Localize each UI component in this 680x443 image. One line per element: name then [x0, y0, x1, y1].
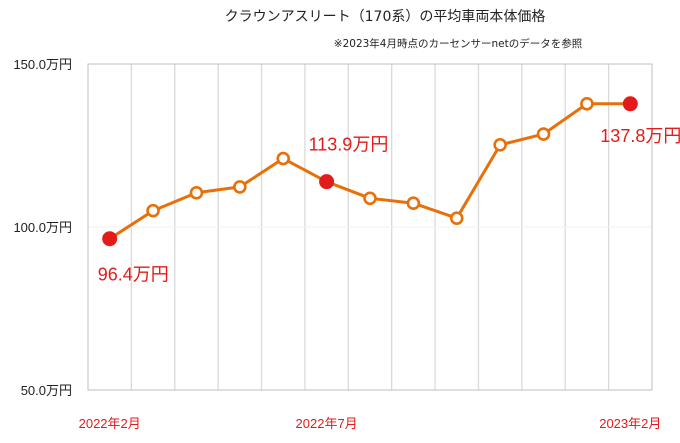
data-point [406, 196, 421, 211]
y-tick-label: 100.0万円 [13, 220, 72, 235]
data-point [363, 191, 377, 206]
plot-area: 150.0万円 100.0万円 50.0万円 2022年2月 2022年7月 2023年2… [13, 57, 680, 431]
highlight-point [319, 174, 335, 190]
y-tick-label: 50.0万円 [21, 383, 72, 398]
chart-subtitle: ※2023年4月時点のカーセンサーnetのデータを参照 [334, 37, 583, 50]
highlight-point [622, 96, 638, 112]
x-tick-label: 2023年2月 [599, 416, 661, 431]
data-label: 96.4万円 [98, 265, 169, 285]
plot-border [87, 63, 653, 391]
data-label: 113.9万円 [309, 135, 389, 155]
chart-title: クラウンアスリート（170系）の平均車両本体価格 [225, 8, 546, 25]
series-line [108, 102, 631, 240]
data-point [493, 138, 507, 152]
data-point [276, 151, 291, 166]
x-tick-label: 2022年2月 [79, 416, 141, 431]
data-point [580, 96, 594, 111]
data-point [189, 185, 204, 200]
data-point [146, 203, 160, 218]
data-label: 137.8万円 [600, 126, 680, 146]
data-point [233, 180, 247, 194]
x-tick-label: 2022年7月 [296, 416, 358, 431]
highlight-point [102, 231, 118, 247]
y-tick-label: 150.0万円 [13, 57, 72, 72]
data-point [536, 127, 551, 141]
data-point [449, 211, 464, 225]
